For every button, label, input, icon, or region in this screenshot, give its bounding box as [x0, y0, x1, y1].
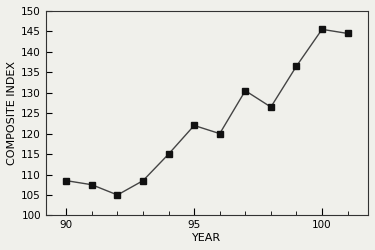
- Y-axis label: COMPOSITE INDEX: COMPOSITE INDEX: [7, 61, 17, 165]
- X-axis label: YEAR: YEAR: [192, 233, 222, 243]
